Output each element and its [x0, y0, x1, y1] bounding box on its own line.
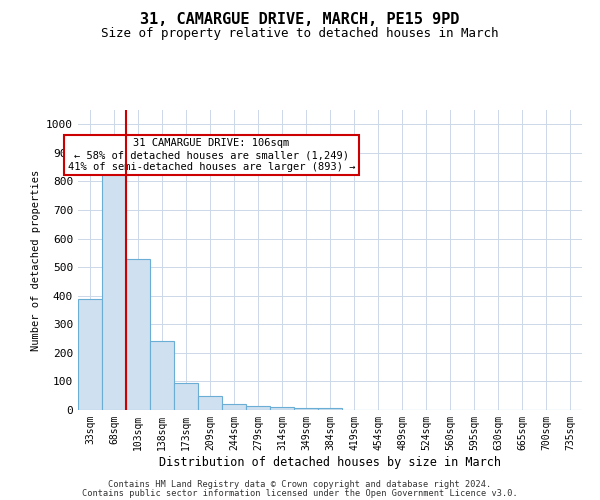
Bar [294, 408, 318, 410]
Y-axis label: Number of detached properties: Number of detached properties [31, 170, 41, 350]
Text: Contains HM Land Registry data © Crown copyright and database right 2024.: Contains HM Land Registry data © Crown c… [109, 480, 491, 489]
Bar [318, 408, 342, 410]
Bar [174, 383, 198, 410]
Bar [150, 342, 174, 410]
Bar [78, 298, 102, 410]
Text: 31 CAMARGUE DRIVE: 106sqm
← 58% of detached houses are smaller (1,249)
41% of se: 31 CAMARGUE DRIVE: 106sqm ← 58% of detac… [68, 138, 355, 172]
Text: Size of property relative to detached houses in March: Size of property relative to detached ho… [101, 28, 499, 40]
Bar [222, 404, 246, 410]
Bar [246, 406, 270, 410]
Bar [270, 406, 294, 410]
Text: 31, CAMARGUE DRIVE, MARCH, PE15 9PD: 31, CAMARGUE DRIVE, MARCH, PE15 9PD [140, 12, 460, 28]
Text: Contains public sector information licensed under the Open Government Licence v3: Contains public sector information licen… [82, 489, 518, 498]
Bar [102, 173, 126, 410]
Bar [126, 258, 150, 410]
Bar [198, 396, 222, 410]
X-axis label: Distribution of detached houses by size in March: Distribution of detached houses by size … [159, 456, 501, 468]
